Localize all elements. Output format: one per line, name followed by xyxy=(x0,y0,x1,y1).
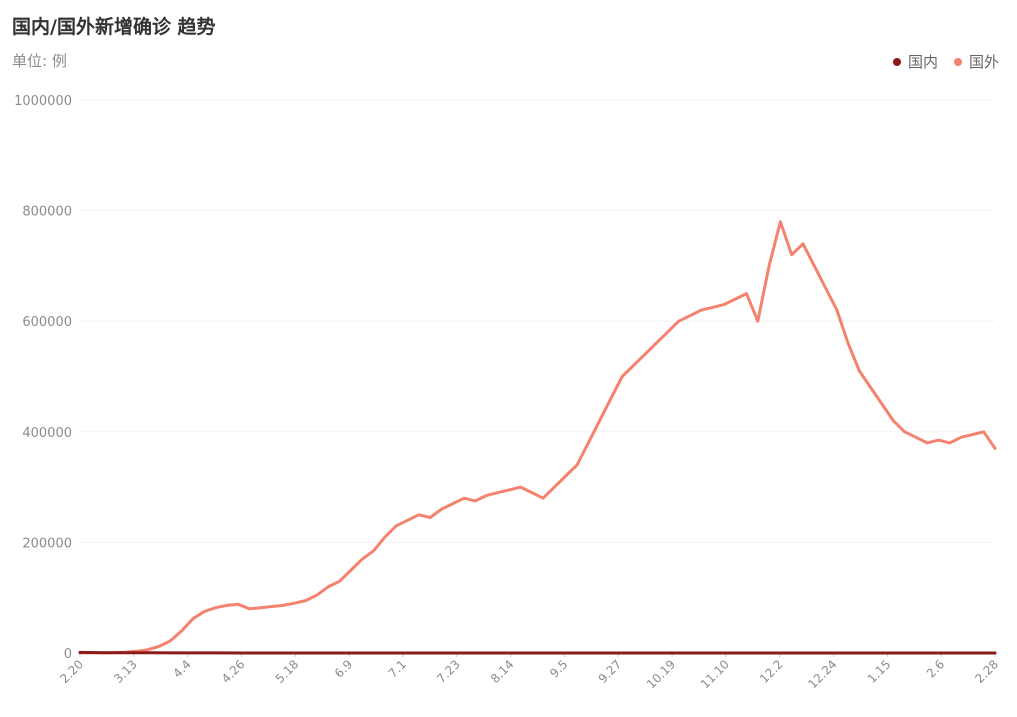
y-tick-label-2: 400000 xyxy=(22,426,72,441)
legend: 国内 国外 xyxy=(877,51,999,72)
y-tick-label-3: 600000 xyxy=(22,315,72,330)
x-tick-label-8: 8.14 xyxy=(488,657,517,686)
x-tick-label-0: 2.20 xyxy=(57,657,86,686)
x-tick-label-12: 11.10 xyxy=(698,657,732,691)
legend-label-domestic: 国内 xyxy=(907,53,938,71)
x-tick-label-4: 5.18 xyxy=(273,657,302,686)
legend-dot-domestic xyxy=(892,57,901,66)
legend-label-foreign: 国外 xyxy=(968,53,999,71)
legend-dot-foreign xyxy=(953,57,962,66)
x-tick-label-11: 10.19 xyxy=(644,657,678,691)
x-tick-label-1: 3.13 xyxy=(111,657,140,686)
x-tick-label-6: 7.1 xyxy=(386,657,409,680)
y-tick-label-1: 200000 xyxy=(22,536,72,551)
y-tick-label-4: 800000 xyxy=(22,205,72,220)
x-tick-label-7: 7.23 xyxy=(434,657,463,686)
x-tick-label-10: 9.27 xyxy=(596,657,625,686)
chart-title: 国内/国外新增确诊 趋势 xyxy=(12,16,216,38)
unit-label: 单位: 例 xyxy=(12,52,67,70)
x-tick-label-5: 6.9 xyxy=(332,657,355,680)
x-tick-label-3: 4.26 xyxy=(219,657,248,686)
x-tick-label-14: 12.24 xyxy=(805,657,839,691)
x-tick-label-2: 4.4 xyxy=(170,657,193,680)
series-line-0 xyxy=(78,650,997,655)
x-tick-label-16: 2.6 xyxy=(924,657,947,680)
y-tick-label-5: 1000000 xyxy=(14,94,72,109)
series-line-1 xyxy=(78,220,997,655)
x-tick-label-17: 2.28 xyxy=(972,657,1001,686)
legend-item-domestic[interactable]: 国内 xyxy=(892,51,938,72)
x-tick-label-15: 1.15 xyxy=(865,657,894,686)
x-tick-label-13: 12.2 xyxy=(757,657,786,686)
x-tick-label-9: 9.5 xyxy=(547,657,570,680)
y-tick-label-0: 0 xyxy=(64,647,72,662)
legend-item-foreign[interactable]: 国外 xyxy=(953,51,999,72)
